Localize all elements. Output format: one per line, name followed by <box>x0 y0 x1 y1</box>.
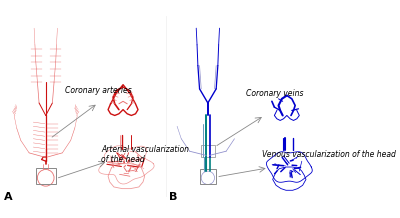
Bar <box>36 168 56 184</box>
Text: Venous vascularization of the head: Venous vascularization of the head <box>262 150 396 159</box>
Text: B: B <box>169 192 177 202</box>
Text: Coronary arteries: Coronary arteries <box>65 85 132 95</box>
Bar <box>201 145 214 157</box>
Bar <box>200 170 216 184</box>
Text: Arterial vascularization
of the head: Arterial vascularization of the head <box>102 145 190 164</box>
Text: A: A <box>4 192 13 202</box>
Text: Coronary veins: Coronary veins <box>246 89 303 98</box>
